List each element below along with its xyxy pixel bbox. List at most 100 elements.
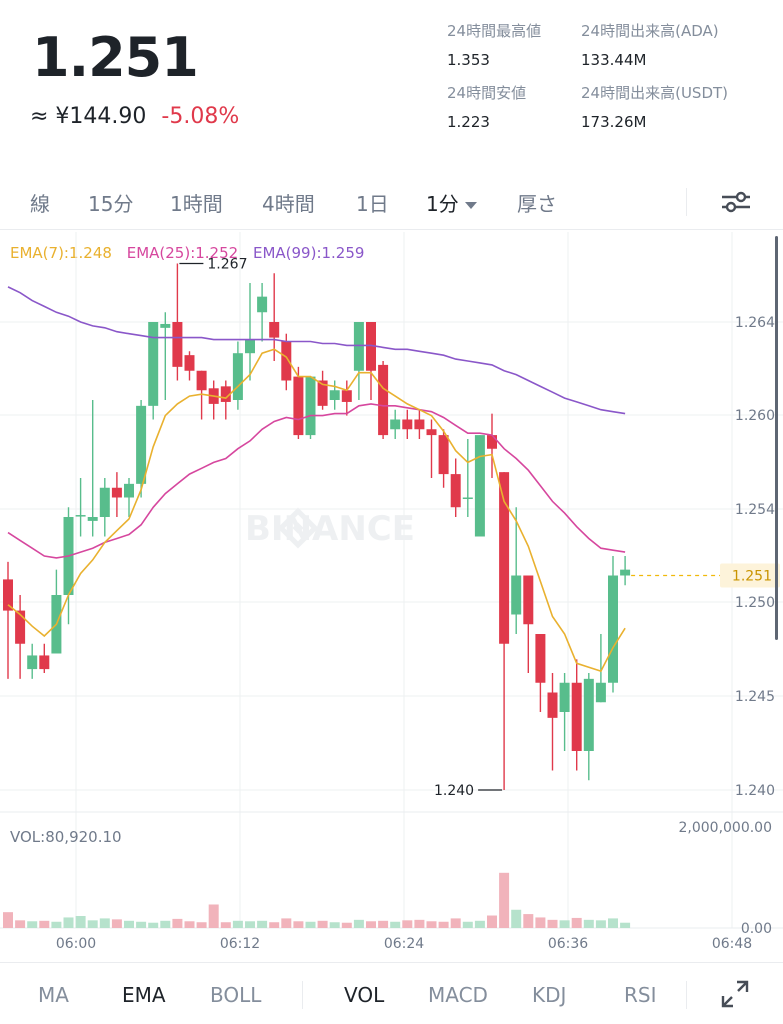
candle-body bbox=[414, 419, 425, 430]
candle-body bbox=[39, 655, 50, 670]
price-sub-line: ≈ ¥144.90 -5.08% bbox=[30, 104, 239, 129]
candle-body bbox=[329, 390, 340, 400]
price-change-percent: -5.08% bbox=[161, 104, 240, 129]
candle-body bbox=[196, 370, 207, 391]
indicator-vol[interactable]: VOL bbox=[344, 983, 385, 1007]
interval-1h[interactable]: 1時間 bbox=[170, 192, 223, 216]
candle-body bbox=[27, 655, 38, 670]
divider bbox=[686, 981, 687, 1009]
volume-bar bbox=[269, 922, 280, 928]
interval-15m[interactable]: 15分 bbox=[88, 192, 134, 216]
indicator-ema[interactable]: EMA bbox=[122, 983, 166, 1007]
volume-bar bbox=[571, 917, 582, 928]
volume-bar bbox=[124, 920, 134, 928]
price-markers: 1.251 1.267 1.240 bbox=[179, 257, 780, 799]
volume-bar bbox=[305, 921, 316, 928]
candle-body bbox=[305, 376, 316, 436]
volume-bar bbox=[184, 921, 195, 928]
stat-value: 1.223 bbox=[447, 113, 490, 131]
candle-body bbox=[148, 322, 159, 406]
candle-body bbox=[293, 376, 304, 436]
interval-1d[interactable]: 1日 bbox=[356, 192, 389, 216]
volume-bar bbox=[27, 921, 38, 928]
indicator-macd[interactable]: MACD bbox=[428, 983, 488, 1007]
stat-24h-volume-ada: 24時間出来高(ADA) 133.44M bbox=[581, 20, 719, 69]
x-tick-label: 06:36 bbox=[548, 936, 588, 952]
y-tick-label: 1.240 bbox=[735, 783, 775, 799]
candle-body bbox=[499, 472, 510, 644]
volume-bar bbox=[462, 921, 473, 928]
expand-fullscreen-icon[interactable] bbox=[720, 979, 750, 1009]
candle-body bbox=[99, 487, 110, 517]
volume-bar bbox=[390, 921, 401, 928]
divider bbox=[302, 981, 303, 1009]
volume-bar bbox=[378, 920, 389, 928]
candle-body bbox=[547, 692, 558, 718]
candle-body bbox=[220, 386, 231, 402]
watermark: BINANCE bbox=[245, 509, 415, 549]
volume-bar bbox=[438, 921, 449, 928]
ema99-line bbox=[7, 286, 626, 415]
stat-24h-high: 24時間最高値 1.353 bbox=[447, 20, 541, 69]
candle-body bbox=[523, 575, 534, 625]
candle-body bbox=[172, 322, 183, 367]
settings-sliders-icon[interactable] bbox=[720, 186, 752, 218]
y-axis: 1.264 1.260 1.254 1.250 1.245 1.240 2,000,000.… bbox=[678, 315, 775, 937]
candle-body bbox=[317, 380, 328, 406]
volume-bar bbox=[353, 919, 364, 928]
candle-body bbox=[75, 515, 86, 517]
ema25-legend: EMA(25):1.252 bbox=[126, 244, 239, 262]
candle-body bbox=[559, 682, 570, 712]
volume-bar bbox=[160, 920, 171, 928]
interval-depth[interactable]: 厚さ bbox=[517, 192, 557, 216]
stat-value: 1.353 bbox=[447, 51, 490, 69]
volume-bars bbox=[3, 872, 631, 928]
kline-chart[interactable]: BINANCE 1.264 1.260 1.254 1.250 1.245 1.240 2,… bbox=[0, 232, 783, 962]
indicator-boll[interactable]: BOLL bbox=[210, 983, 262, 1007]
low-marker-label: 1.240 bbox=[434, 783, 474, 799]
ema7-line bbox=[7, 348, 626, 673]
candle-body bbox=[87, 517, 98, 521]
volume-bar bbox=[257, 920, 268, 928]
volume-bar bbox=[317, 920, 328, 928]
candle-body bbox=[269, 322, 280, 338]
stat-label: 24時間出来高(USDT) bbox=[581, 84, 729, 102]
scrollbar[interactable] bbox=[775, 236, 778, 640]
candle-body bbox=[462, 497, 473, 499]
stat-24h-low: 24時間安値 1.223 bbox=[447, 82, 526, 131]
stat-24h-volume-usdt: 24時間出来高(USDT) 173.26M bbox=[581, 82, 728, 131]
x-tick-label: 06:24 bbox=[384, 936, 424, 952]
y-tick-label: 1.264 bbox=[735, 315, 775, 331]
interval-4h[interactable]: 4時間 bbox=[262, 192, 315, 216]
volume-bar bbox=[99, 918, 110, 928]
candle-body bbox=[583, 678, 594, 751]
high-marker-label: 1.267 bbox=[207, 257, 247, 273]
ema99-legend: EMA(99):1.259 bbox=[252, 244, 365, 262]
indicator-kdj[interactable]: KDJ bbox=[532, 983, 567, 1007]
candle-body bbox=[184, 355, 195, 371]
indicator-rsi[interactable]: RSI bbox=[624, 983, 657, 1007]
chevron-down-icon bbox=[464, 202, 477, 209]
interval-1m-dropdown[interactable]: 1分 bbox=[426, 188, 477, 217]
indicator-ma[interactable]: MA bbox=[38, 983, 69, 1007]
candle-body bbox=[620, 569, 631, 576]
candle-body bbox=[15, 610, 26, 644]
candle-body bbox=[402, 419, 413, 430]
volume-bar bbox=[63, 917, 74, 928]
candle-body bbox=[608, 575, 618, 683]
candle-body bbox=[535, 634, 546, 683]
volume-bar bbox=[595, 920, 606, 928]
volume-tick-label: 0.00 bbox=[741, 921, 772, 937]
candle-body bbox=[245, 339, 255, 354]
volume-bar bbox=[559, 920, 570, 928]
volume-bar bbox=[487, 915, 497, 928]
candle-body bbox=[595, 682, 606, 703]
interval-line[interactable]: 線 bbox=[30, 192, 50, 216]
stat-label: 24時間出来高(ADA) bbox=[581, 22, 719, 40]
candle-body bbox=[487, 435, 497, 449]
candle-body bbox=[426, 429, 437, 436]
volume-bar bbox=[608, 918, 618, 928]
chart-grid bbox=[0, 232, 783, 929]
x-tick-label: 06:48 bbox=[712, 936, 752, 952]
x-tick-label: 06:00 bbox=[56, 936, 96, 952]
